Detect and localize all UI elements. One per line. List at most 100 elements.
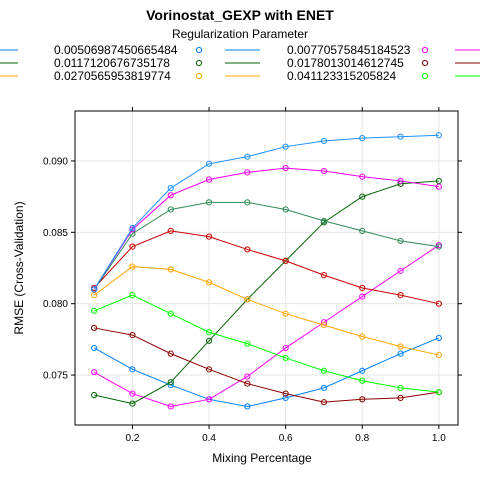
data-point — [320, 384, 328, 391]
legend-entry: 0.00770575845184523 — [287, 43, 480, 57]
data-point — [167, 310, 174, 317]
legend-marker — [195, 59, 203, 67]
data-point — [205, 337, 213, 344]
legend-label: 0.0117120676735178 — [54, 56, 170, 70]
data-point — [205, 160, 213, 167]
legend-entry: 0.041123315205824 — [287, 69, 480, 83]
data-point — [282, 390, 289, 397]
series-line — [94, 180, 439, 405]
data-point — [167, 184, 174, 192]
data-point — [244, 380, 251, 387]
data-point — [320, 272, 328, 279]
data-point — [244, 373, 251, 380]
series-line — [93, 230, 439, 305]
series-line — [93, 294, 439, 393]
data-point — [244, 296, 251, 303]
series-9 — [91, 164, 442, 293]
data-point — [129, 292, 136, 299]
legend-entry: 0.0117120676735178 — [0, 56, 260, 70]
series-5 — [91, 263, 442, 359]
x-tick-label: 0.4 — [202, 433, 216, 444]
data-point — [282, 310, 289, 317]
data-point — [129, 366, 136, 373]
y-tick-label: 0.085 — [43, 228, 68, 239]
data-point — [129, 243, 136, 250]
data-point — [167, 379, 174, 386]
data-point — [359, 333, 366, 340]
data-point — [167, 403, 174, 410]
series-line — [93, 201, 439, 290]
series-line — [93, 244, 440, 407]
series-lines — [91, 132, 442, 410]
series-line — [93, 337, 440, 407]
data-point — [205, 233, 213, 240]
series-7 — [91, 227, 442, 307]
data-point — [205, 329, 213, 336]
y-tick-label: 0.075 — [43, 371, 68, 382]
data-point — [167, 266, 174, 273]
legend-marker — [195, 46, 203, 54]
legend-title: Regularization Parameter — [172, 27, 308, 41]
series-line — [93, 134, 439, 290]
data-point — [435, 351, 442, 359]
data-point — [129, 400, 136, 407]
x-axis-label: Mixing Percentage — [212, 451, 312, 465]
data-point — [244, 246, 251, 253]
data-point — [205, 396, 213, 403]
series-10 — [91, 132, 442, 293]
data-point — [397, 343, 404, 350]
data-point — [397, 267, 404, 274]
data-point — [397, 394, 404, 401]
plot-frame — [74, 110, 459, 426]
legend-entry: 0.00506987450665484 — [0, 43, 260, 57]
series-line — [94, 327, 439, 403]
series-3 — [91, 177, 442, 407]
data-point — [91, 307, 98, 314]
data-point — [167, 350, 174, 357]
data-point — [359, 284, 366, 292]
data-point — [320, 217, 328, 224]
data-point — [129, 390, 136, 397]
x-tick-label: 0.8 — [355, 433, 369, 444]
data-point — [320, 399, 328, 406]
data-point — [244, 169, 251, 176]
y-tick-label: 0.080 — [43, 299, 68, 310]
data-point — [91, 292, 98, 299]
data-point — [129, 224, 136, 232]
data-point — [167, 192, 174, 199]
data-point — [282, 143, 289, 150]
y-axis-label: RMSE (Cross-Validation) — [12, 201, 26, 334]
legend-label: 0.041123315205824 — [287, 69, 397, 83]
x-tick-label: 0.6 — [279, 433, 293, 444]
data-point — [320, 167, 328, 175]
data-point — [91, 344, 98, 352]
data-point — [435, 243, 442, 250]
legend: 0.00506987450665484 0.00770575845184523 0.… — [0, 43, 480, 83]
data-point — [244, 403, 251, 410]
chart-title: Vorinostat_GEXP with ENET — [146, 7, 334, 23]
data-point — [282, 394, 289, 401]
data-point — [282, 206, 289, 213]
data-point — [282, 257, 289, 264]
data-point — [397, 133, 404, 140]
axis-ticks: 0.2 0.4 0.6 0.8 1.0 0.075 0.080 0.085 0.090 — [43, 107, 462, 444]
y-tick-label: 0.090 — [43, 156, 68, 167]
series-4 — [91, 324, 442, 406]
data-point — [129, 263, 136, 270]
data-point — [435, 183, 442, 190]
series-6 — [91, 292, 442, 396]
data-point — [320, 137, 328, 145]
data-point — [205, 199, 213, 206]
data-point — [359, 377, 366, 384]
legend-marker — [421, 46, 429, 54]
data-point — [397, 384, 404, 391]
legend-marker — [421, 72, 429, 80]
legend-label: 0.0270565953819774 — [54, 69, 171, 83]
series-line — [93, 266, 439, 356]
data-point — [397, 177, 404, 185]
legend-entry: 0.0270565953819774 — [0, 69, 260, 83]
data-point — [397, 237, 404, 244]
data-point — [397, 292, 404, 299]
data-point — [91, 324, 98, 332]
